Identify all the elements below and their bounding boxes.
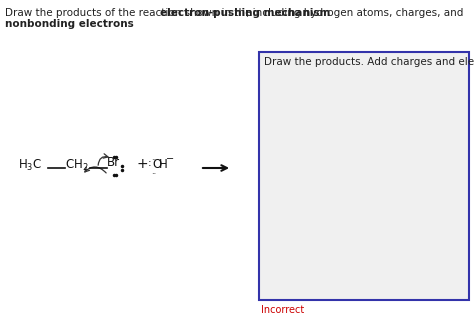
Text: H: H bbox=[159, 157, 168, 171]
Text: :: : bbox=[148, 158, 152, 168]
Text: O: O bbox=[152, 157, 161, 171]
Text: nonbonding electrons: nonbonding electrons bbox=[5, 19, 134, 29]
Text: ..: .. bbox=[151, 153, 156, 162]
Text: , including hydrogen atoms, charges, and: , including hydrogen atoms, charges, and bbox=[246, 8, 463, 18]
Text: ..: .. bbox=[151, 167, 156, 176]
FancyArrowPatch shape bbox=[98, 154, 108, 165]
Text: Draw the products. Add charges and electrons where needed.: Draw the products. Add charges and elect… bbox=[264, 57, 474, 67]
FancyArrowPatch shape bbox=[85, 167, 106, 173]
Text: +: + bbox=[137, 157, 149, 171]
Text: electron-pushing mechanism: electron-pushing mechanism bbox=[160, 8, 330, 18]
Text: CH$_2$: CH$_2$ bbox=[65, 157, 89, 172]
Text: Incorrect: Incorrect bbox=[261, 305, 304, 313]
Text: −: − bbox=[166, 154, 174, 164]
Text: Draw the products of the reaction shown in the: Draw the products of the reaction shown … bbox=[5, 8, 255, 18]
Text: Br: Br bbox=[107, 156, 120, 170]
Text: .: . bbox=[71, 19, 74, 29]
FancyBboxPatch shape bbox=[259, 52, 469, 300]
Text: H$_3$C: H$_3$C bbox=[18, 157, 42, 172]
